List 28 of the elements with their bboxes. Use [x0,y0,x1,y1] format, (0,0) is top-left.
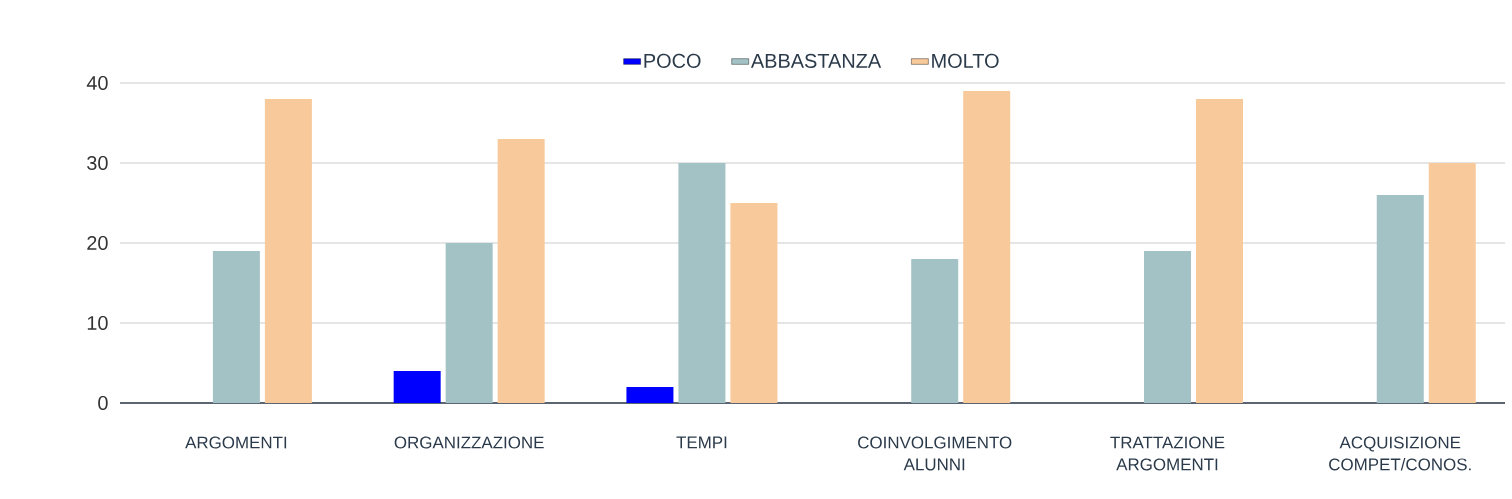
bar [1428,163,1476,403]
legend-label: MOLTO [932,53,999,68]
y-tick-label: 40 [86,75,108,91]
y-tick-label: 10 [87,315,108,331]
bar [497,139,545,403]
legend-label: POCO [644,53,701,68]
bar [1143,251,1191,403]
bar [730,203,778,403]
legend-label: ABBASTANZA [750,53,882,68]
bar [626,387,674,403]
x-tick-label: COINVOLGIMENTO ALUNNI [858,436,1012,471]
bar [1195,99,1243,403]
x-tick-label: TEMPI [676,436,727,449]
y-tick-label: 30 [87,155,108,171]
x-tick-label: ORGANIZZAZIONE [394,436,544,449]
x-tick-label: ACQUISIZIONE COMPET/CONOS. [1329,436,1471,471]
x-tick-label: TRATTAZIONE ARGOMENTI [1110,436,1225,471]
y-tick-label: 20 [87,235,108,251]
x-tick-label: ARGOMENTI [185,436,287,449]
bar [1376,195,1424,403]
bar [911,259,959,403]
bar [212,251,260,403]
bar [445,243,493,403]
bar [963,91,1011,403]
y-tick-label: 0 [98,395,108,411]
bar [264,99,312,403]
bar [393,371,441,403]
bar [678,163,726,403]
